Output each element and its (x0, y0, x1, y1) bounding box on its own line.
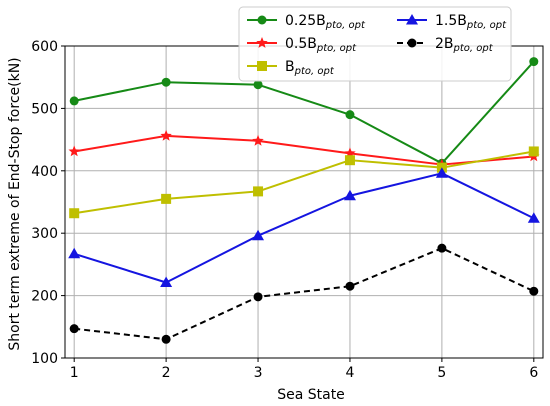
y-tick-label: 300 (31, 226, 58, 242)
series-line (73, 60, 535, 165)
series-3 (69, 146, 539, 219)
data-point (435, 167, 448, 178)
legend-entry-2: 0.5Bpto, opt (247, 36, 357, 54)
data-point (161, 77, 171, 87)
y-tick-label: 500 (31, 101, 58, 117)
legend-marker (406, 14, 418, 25)
y-tick-label: 200 (31, 289, 58, 305)
legend-label: 0.25Bpto, opt (285, 13, 366, 31)
legend-marker (257, 61, 267, 71)
data-point (344, 155, 355, 166)
data-point (527, 212, 540, 223)
legend-entry-5: 2Bpto, opt (397, 36, 494, 54)
legend-marker (256, 37, 268, 48)
data-point (69, 324, 79, 334)
data-point (343, 189, 356, 201)
x-axis-label: Sea State (277, 387, 345, 403)
data-point (529, 286, 539, 296)
series-4 (68, 167, 540, 287)
series-line (73, 172, 535, 284)
legend-label: 2Bpto, opt (435, 36, 494, 54)
x-tick-label: 2 (162, 365, 171, 381)
x-tick-label: 6 (529, 365, 538, 381)
x-tick-label: 5 (437, 365, 446, 381)
data-point (161, 193, 172, 204)
series-line (74, 150, 534, 215)
y-tick-label: 600 (31, 39, 58, 55)
series-1 (69, 57, 539, 168)
legend-label-subscript: pto, opt (325, 20, 366, 31)
x-tick-label: 1 (70, 365, 79, 381)
data-point (345, 281, 355, 291)
data-point (69, 96, 79, 106)
data-point (161, 334, 171, 344)
data-point (68, 145, 80, 157)
legend-label-main: 0.5B (285, 36, 317, 52)
legend-box (238, 6, 512, 82)
legend-entry-4: 1.5Bpto, opt (397, 13, 507, 31)
data-point (529, 57, 539, 67)
data-point (252, 134, 264, 146)
legend-label-subscript: pto, opt (316, 43, 357, 54)
data-point (253, 292, 263, 302)
legend-marker (407, 38, 417, 48)
data-point (160, 129, 172, 141)
series-line (74, 247, 535, 341)
data-point (345, 110, 355, 120)
data-point (344, 147, 356, 159)
tick-labels: 1 2 3 4 5 6 100 200 300 400 500 600 (31, 39, 538, 381)
legend-label-subscript: pto, opt (453, 43, 494, 54)
data-point (252, 229, 265, 241)
data-point (69, 208, 80, 219)
legend-label-subscript: pto, opt (466, 20, 507, 31)
series-5 (69, 243, 539, 344)
legend-label-main: 2B (435, 36, 454, 52)
plot-frame (64, 45, 544, 359)
data-point (528, 146, 539, 157)
grid (65, 45, 543, 359)
data-point (253, 186, 264, 197)
y-tick-label: 100 (31, 351, 58, 367)
legend-label: Bpto, opt (285, 59, 335, 77)
y-tick-label: 400 (31, 164, 58, 180)
legend-entry-3: Bpto, opt (247, 59, 335, 77)
series-lines (68, 57, 540, 344)
legend-label-main: 1.5B (435, 13, 467, 29)
legend-label-subscript: pto, opt (294, 66, 335, 77)
legend-label-main: 0.25B (285, 13, 326, 29)
x-tick-label: 3 (254, 365, 263, 381)
data-point (160, 276, 173, 287)
x-tick-label: 4 (346, 365, 355, 381)
legend-label-main: B (285, 59, 295, 75)
legend-entry-1: 0.25Bpto, opt (247, 13, 366, 31)
legend-label: 1.5Bpto, opt (435, 13, 507, 31)
data-point (253, 80, 263, 90)
legend-label: 0.5Bpto, opt (285, 36, 357, 54)
legend-marker (257, 15, 267, 25)
series-line (74, 134, 534, 166)
data-point (68, 247, 81, 259)
y-axis-label: Short term extreme of End-Stop force(kN) (7, 57, 23, 350)
data-point (437, 243, 447, 253)
